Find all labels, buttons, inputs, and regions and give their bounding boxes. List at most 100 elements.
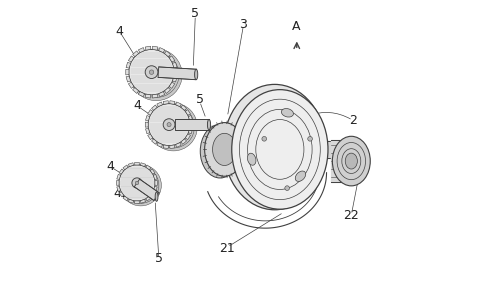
- Ellipse shape: [155, 192, 157, 201]
- Polygon shape: [151, 105, 157, 110]
- Ellipse shape: [345, 153, 357, 169]
- Text: 5: 5: [155, 252, 163, 265]
- Circle shape: [119, 165, 155, 201]
- Polygon shape: [134, 201, 139, 203]
- Polygon shape: [145, 196, 151, 201]
- Polygon shape: [140, 163, 145, 166]
- Text: A: A: [291, 21, 300, 33]
- Polygon shape: [169, 145, 175, 149]
- Ellipse shape: [223, 84, 325, 210]
- Text: 21: 21: [219, 242, 235, 255]
- Polygon shape: [132, 88, 138, 93]
- Polygon shape: [145, 46, 150, 50]
- Polygon shape: [132, 51, 138, 57]
- Polygon shape: [169, 101, 175, 104]
- Circle shape: [148, 104, 190, 146]
- Polygon shape: [145, 128, 149, 134]
- Polygon shape: [158, 92, 165, 97]
- Polygon shape: [152, 94, 157, 98]
- Polygon shape: [147, 110, 152, 115]
- Polygon shape: [175, 102, 181, 107]
- Polygon shape: [174, 69, 177, 75]
- Polygon shape: [163, 145, 168, 149]
- Polygon shape: [123, 196, 128, 201]
- Circle shape: [149, 103, 197, 151]
- Polygon shape: [158, 47, 165, 52]
- Polygon shape: [117, 186, 120, 192]
- Polygon shape: [123, 165, 128, 170]
- Circle shape: [284, 186, 289, 190]
- Polygon shape: [155, 180, 157, 185]
- Polygon shape: [164, 51, 170, 57]
- Polygon shape: [152, 46, 157, 50]
- Polygon shape: [158, 67, 196, 80]
- Polygon shape: [169, 56, 174, 62]
- Ellipse shape: [200, 124, 240, 178]
- Circle shape: [122, 167, 158, 203]
- Polygon shape: [151, 139, 157, 144]
- Ellipse shape: [332, 136, 370, 186]
- Polygon shape: [134, 179, 159, 200]
- Polygon shape: [190, 122, 192, 127]
- Text: 4: 4: [107, 160, 114, 173]
- Polygon shape: [153, 174, 157, 179]
- Polygon shape: [128, 199, 133, 203]
- Polygon shape: [180, 139, 186, 144]
- Circle shape: [163, 119, 175, 130]
- Ellipse shape: [212, 133, 236, 166]
- Circle shape: [167, 122, 171, 127]
- Ellipse shape: [281, 108, 293, 117]
- Polygon shape: [188, 128, 192, 134]
- Text: 5: 5: [195, 93, 203, 106]
- Polygon shape: [185, 134, 190, 140]
- Text: 2: 2: [348, 114, 356, 127]
- Text: 41: 41: [113, 187, 129, 200]
- Polygon shape: [188, 115, 192, 121]
- Ellipse shape: [295, 171, 305, 181]
- Polygon shape: [150, 169, 155, 174]
- Polygon shape: [145, 122, 148, 127]
- Polygon shape: [145, 115, 149, 121]
- Circle shape: [145, 66, 157, 79]
- Circle shape: [135, 181, 138, 185]
- Circle shape: [152, 106, 194, 148]
- Polygon shape: [150, 192, 155, 197]
- Polygon shape: [128, 56, 133, 62]
- Polygon shape: [145, 165, 151, 170]
- Polygon shape: [116, 180, 119, 185]
- Circle shape: [132, 178, 142, 188]
- Polygon shape: [156, 102, 162, 107]
- Circle shape: [133, 52, 179, 98]
- Polygon shape: [119, 192, 123, 197]
- Circle shape: [120, 165, 161, 206]
- Polygon shape: [128, 163, 133, 166]
- Text: 3: 3: [239, 18, 247, 30]
- Polygon shape: [125, 69, 129, 75]
- Polygon shape: [172, 76, 177, 82]
- Polygon shape: [126, 62, 130, 68]
- Polygon shape: [156, 143, 162, 147]
- Polygon shape: [172, 62, 177, 68]
- Circle shape: [130, 49, 182, 101]
- Polygon shape: [119, 169, 123, 174]
- Polygon shape: [185, 110, 190, 115]
- Polygon shape: [117, 174, 120, 179]
- Polygon shape: [138, 92, 144, 97]
- Ellipse shape: [231, 90, 327, 209]
- Text: 4: 4: [133, 99, 141, 112]
- Ellipse shape: [207, 119, 210, 130]
- Ellipse shape: [247, 153, 255, 165]
- Polygon shape: [140, 199, 145, 203]
- Text: 5: 5: [191, 7, 199, 20]
- Circle shape: [307, 137, 312, 141]
- Polygon shape: [153, 186, 157, 192]
- Ellipse shape: [204, 122, 244, 176]
- Ellipse shape: [194, 69, 197, 80]
- Polygon shape: [128, 82, 133, 88]
- Polygon shape: [175, 119, 209, 130]
- Polygon shape: [163, 101, 168, 104]
- Polygon shape: [175, 143, 181, 147]
- Polygon shape: [126, 76, 130, 82]
- Polygon shape: [164, 88, 170, 93]
- Polygon shape: [180, 105, 186, 110]
